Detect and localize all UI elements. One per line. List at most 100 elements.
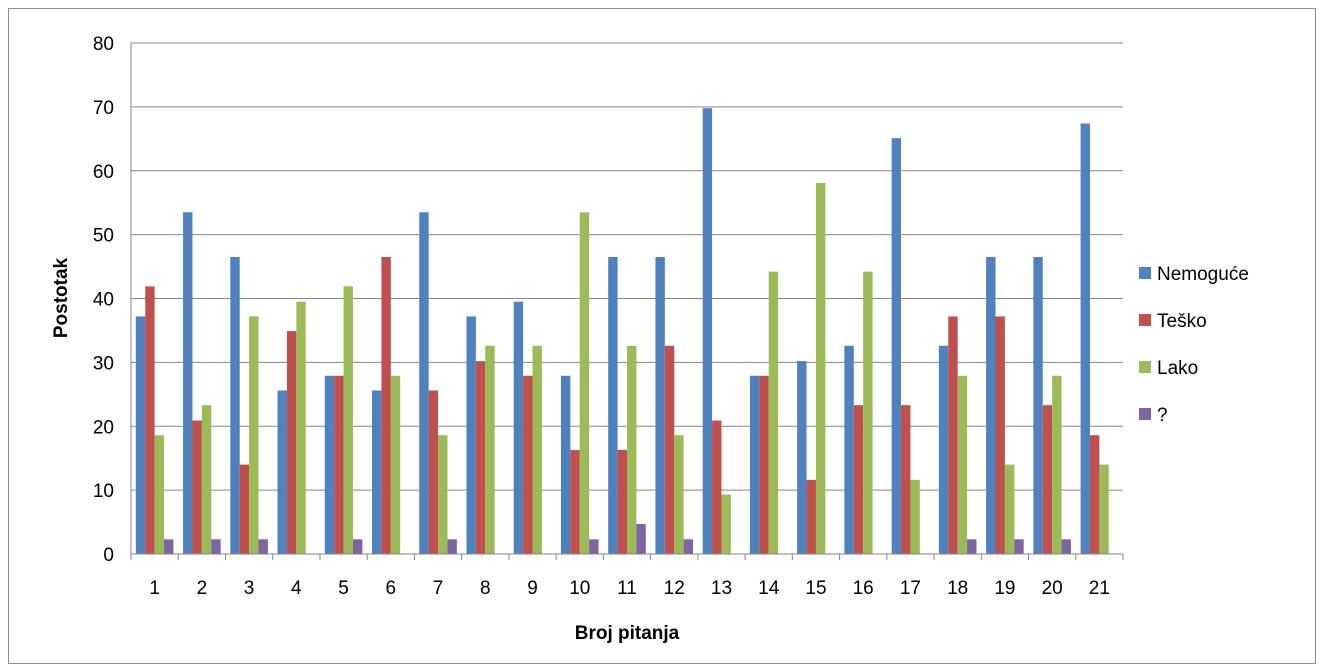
y-tick-label: 60: [93, 162, 114, 183]
bar-Teško-16: [853, 405, 864, 554]
x-tick-label: 1: [149, 578, 160, 599]
bar-Teško-7: [428, 390, 439, 554]
bar-Teško-12: [664, 345, 675, 554]
y-tick-labels: 0 10 20 30 40 50 60 70 80: [93, 34, 114, 566]
x-tick-label: 20: [1042, 578, 1063, 599]
bar-Lako-2: [201, 405, 212, 554]
bar-Teško-13: [712, 420, 722, 554]
bar-Lako-19: [1004, 464, 1015, 554]
bar-Teško-4: [286, 331, 297, 554]
bar-Teško-15: [806, 479, 816, 554]
bar-Lako-18: [957, 375, 968, 554]
bar-Lako-8: [485, 345, 495, 554]
bar-Lako-1: [154, 435, 165, 554]
y-tick-label: 50: [93, 226, 114, 247]
bar-Nemoguće-1: [135, 316, 146, 554]
bar-Nemoguće-17: [891, 138, 902, 554]
bar-Lako-3: [249, 316, 259, 554]
bar-Nemoguće-4: [277, 390, 287, 554]
x-tick-label: 12: [664, 578, 685, 599]
bar-Nemoguće-5: [324, 375, 335, 554]
bar-Nemoguće-10: [560, 375, 571, 554]
x-tick-label: 19: [994, 578, 1015, 599]
bar-?-5: [352, 539, 363, 554]
bar-?-18: [967, 539, 977, 554]
x-tick-label: 3: [244, 578, 255, 599]
bar-Teško-6: [381, 256, 391, 554]
x-tick-label: 5: [338, 578, 349, 599]
legend-swatch: [1139, 314, 1151, 326]
bar-Lako-10: [579, 212, 590, 555]
bar-Nemoguće-3: [230, 256, 240, 554]
bars: [135, 108, 1109, 555]
bar-Teško-21: [1089, 435, 1100, 554]
x-tick-label: 15: [805, 578, 826, 599]
y-tick-label: 40: [93, 290, 114, 311]
x-tick-labels: 1 2 3 4 5 6 7 8 9 10 11 12 13 14 15 16 17 18 19 20 21: [149, 578, 1110, 599]
y-tick-label: 0: [103, 545, 114, 566]
bar-Lako-16: [863, 271, 873, 554]
legend-swatch: [1139, 408, 1151, 420]
y-axis-title: Postotak: [51, 257, 72, 338]
legend: Nemoguće Teško Lako?: [1139, 264, 1249, 426]
bar-Teško-18: [948, 316, 958, 554]
legend-label: Lako: [1157, 358, 1198, 379]
bar-?-10: [589, 539, 599, 554]
x-tick-label: 6: [386, 578, 397, 599]
bar-Lako-9: [532, 345, 542, 554]
legend-label: ?: [1157, 405, 1168, 426]
bar-Nemoguće-12: [655, 256, 665, 554]
bar-Nemoguće-16: [844, 345, 854, 554]
bar-Lako-14: [768, 271, 779, 554]
axes: [130, 43, 1124, 560]
bar-Lako-6: [390, 375, 401, 554]
bar-?-20: [1061, 539, 1071, 554]
bar-Teško-3: [239, 464, 250, 554]
bar-?-11: [636, 523, 646, 554]
bar-Teško-10: [570, 449, 580, 554]
x-tick-label: 16: [853, 578, 874, 599]
legend-label: Nemoguće: [1157, 264, 1249, 285]
bar-Nemoguće-11: [608, 256, 618, 554]
x-axis-title: Broj pitanja: [575, 623, 680, 644]
bar-Nemoguće-7: [419, 212, 429, 555]
y-tick-label: 70: [93, 98, 114, 119]
bar-Teško-9: [523, 375, 533, 554]
bar-Lako-15: [815, 182, 826, 555]
chart-frame: [8, 8, 1316, 664]
x-tick-label: 2: [197, 578, 208, 599]
legend-label: Teško: [1157, 311, 1207, 332]
y-tick-label: 10: [93, 481, 114, 502]
x-tick-label: 7: [433, 578, 444, 599]
y-tick-label: 20: [93, 417, 114, 438]
bar-Lako-4: [296, 301, 306, 554]
bar-Nemoguće-21: [1080, 123, 1090, 555]
legend-swatch: [1139, 267, 1151, 279]
bar-Teško-14: [759, 375, 769, 554]
bar-Nemoguće-20: [1033, 256, 1043, 554]
bar-?-3: [258, 539, 268, 554]
bar-?-19: [1014, 539, 1024, 554]
bar-Teško-17: [901, 405, 911, 554]
y-tick-label: 80: [93, 34, 114, 55]
x-tick-label: 14: [758, 578, 780, 599]
bar-Teško-20: [1042, 405, 1053, 554]
bar-Teško-2: [192, 420, 202, 554]
bar-Lako-11: [627, 345, 637, 554]
bar-?-12: [683, 539, 694, 554]
x-tick-label: 10: [569, 578, 590, 599]
bar-?-2: [211, 539, 221, 554]
bar-Nemoguće-9: [513, 301, 524, 554]
bar-Teško-19: [995, 316, 1005, 554]
bar-Lako-21: [1099, 464, 1109, 554]
bar-Lako-5: [343, 286, 353, 554]
bar-Nemoguće-8: [466, 316, 476, 554]
x-tick-label: 11: [617, 578, 637, 599]
legend-swatch: [1139, 361, 1151, 373]
x-tick-label: 21: [1089, 578, 1110, 599]
x-tick-label: 18: [947, 578, 968, 599]
bar-Nemoguće-15: [797, 361, 807, 554]
bar-Lako-20: [1052, 375, 1062, 554]
x-tick-label: 8: [480, 578, 491, 599]
